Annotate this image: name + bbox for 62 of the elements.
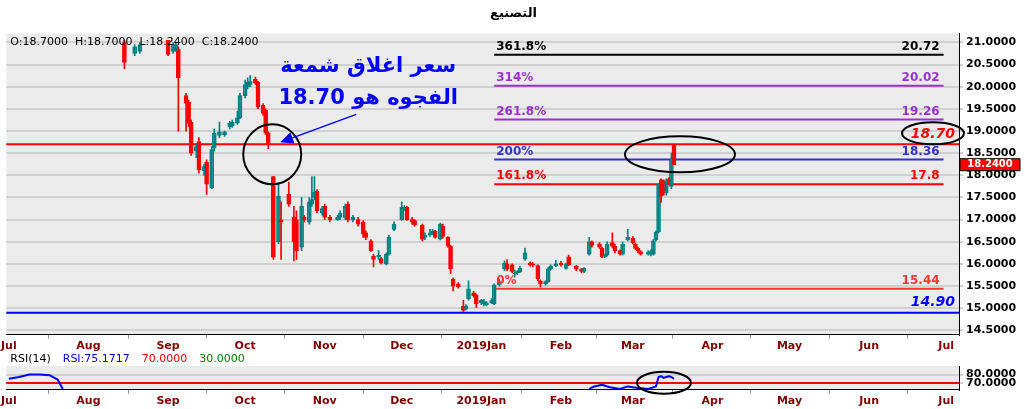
y-tick-label: 19.5000 (966, 101, 1017, 115)
text: 30.0000 (199, 352, 245, 366)
x-tick-label: Apr (701, 339, 724, 353)
x-tick-label: May (776, 339, 803, 353)
x-tick-label: 2019Jan (456, 339, 507, 353)
x-tick-label: Jul (0, 394, 17, 408)
x-tick-label: Jul (0, 339, 17, 353)
y-tick-label: 18.0000 (966, 168, 1017, 182)
series-label: 314% (496, 69, 534, 84)
series-label: 261.8% (496, 103, 547, 118)
annotation: سعر اغلاق شمعة الفجوه هو 18.70 (278, 52, 459, 109)
x-tick-label: Aug (76, 394, 101, 408)
x-tick-label: 2019Jan (456, 394, 507, 408)
x-tick-label: Mar (620, 394, 646, 408)
ref-line-label: 14.90 (910, 293, 956, 310)
y-tick-label: 21.0000 (966, 35, 1017, 49)
series-label: 200% (496, 143, 534, 158)
text: 18.2400 (967, 158, 1013, 170)
x-tick-label: Oct (234, 339, 256, 353)
data-label: 18.36 (901, 143, 940, 158)
y-tick-label: 15.0000 (966, 301, 1017, 315)
text: RSI(14) (10, 352, 51, 366)
x-tick-label: Jul (937, 339, 955, 353)
x-tick-label: Sep (156, 394, 180, 408)
x-tick-label: Nov (312, 394, 338, 408)
chart-title: التصنيع (490, 5, 537, 21)
x-tick-label: Jul (937, 394, 955, 408)
x-tick-label: Nov (312, 339, 338, 353)
x-tick-label: Sep (156, 339, 180, 353)
y-tick-label: 18.5000 (966, 146, 1017, 160)
x-tick-label: Feb (549, 394, 573, 408)
data-label: 20.72 (901, 38, 940, 53)
x-tick-label: Oct (234, 394, 256, 408)
series-label: 0% (496, 272, 517, 287)
x-tick-label: Jun (858, 339, 879, 353)
y-tick-label: 20.5000 (966, 57, 1017, 71)
y-tick-label: 15.5000 (966, 278, 1017, 292)
data-label: 20.02 (901, 69, 940, 84)
y-tick-label: 20.0000 (966, 79, 1017, 93)
y-tick-label: 16.5000 (966, 234, 1017, 248)
x-tick-label: Aug (76, 339, 101, 353)
series-label: 361.8% (496, 38, 547, 53)
data-label: 17.8 (909, 168, 940, 183)
data-label: 19.26 (901, 103, 940, 118)
x-tick-label: May (776, 394, 803, 408)
y-tick-label: 17.5000 (966, 190, 1017, 204)
annotation: O:18.7000 H:18.7000 L:18.2400 C:18.2400 (10, 34, 259, 48)
x-tick-label: Dec (390, 394, 414, 408)
series-label: 161.8% (496, 168, 547, 183)
y-tick-label: 14.5000 (966, 323, 1017, 337)
y-tick-label: 17.0000 (966, 212, 1017, 226)
x-tick-label: Apr (701, 394, 724, 408)
x-tick-label: Jun (858, 394, 879, 408)
text: RSI:75.1717 (62, 352, 130, 366)
ref-line-label: 18.70 (910, 124, 956, 141)
x-tick-label: Feb (549, 339, 573, 353)
x-tick-label: Mar (620, 339, 646, 353)
x-tick-label: Dec (390, 339, 414, 353)
text: 70.0000 (141, 352, 188, 366)
y-tick-label: 16.0000 (966, 256, 1017, 270)
data-label: 15.44 (901, 272, 940, 287)
y-tick-label: 19.0000 (966, 123, 1017, 137)
